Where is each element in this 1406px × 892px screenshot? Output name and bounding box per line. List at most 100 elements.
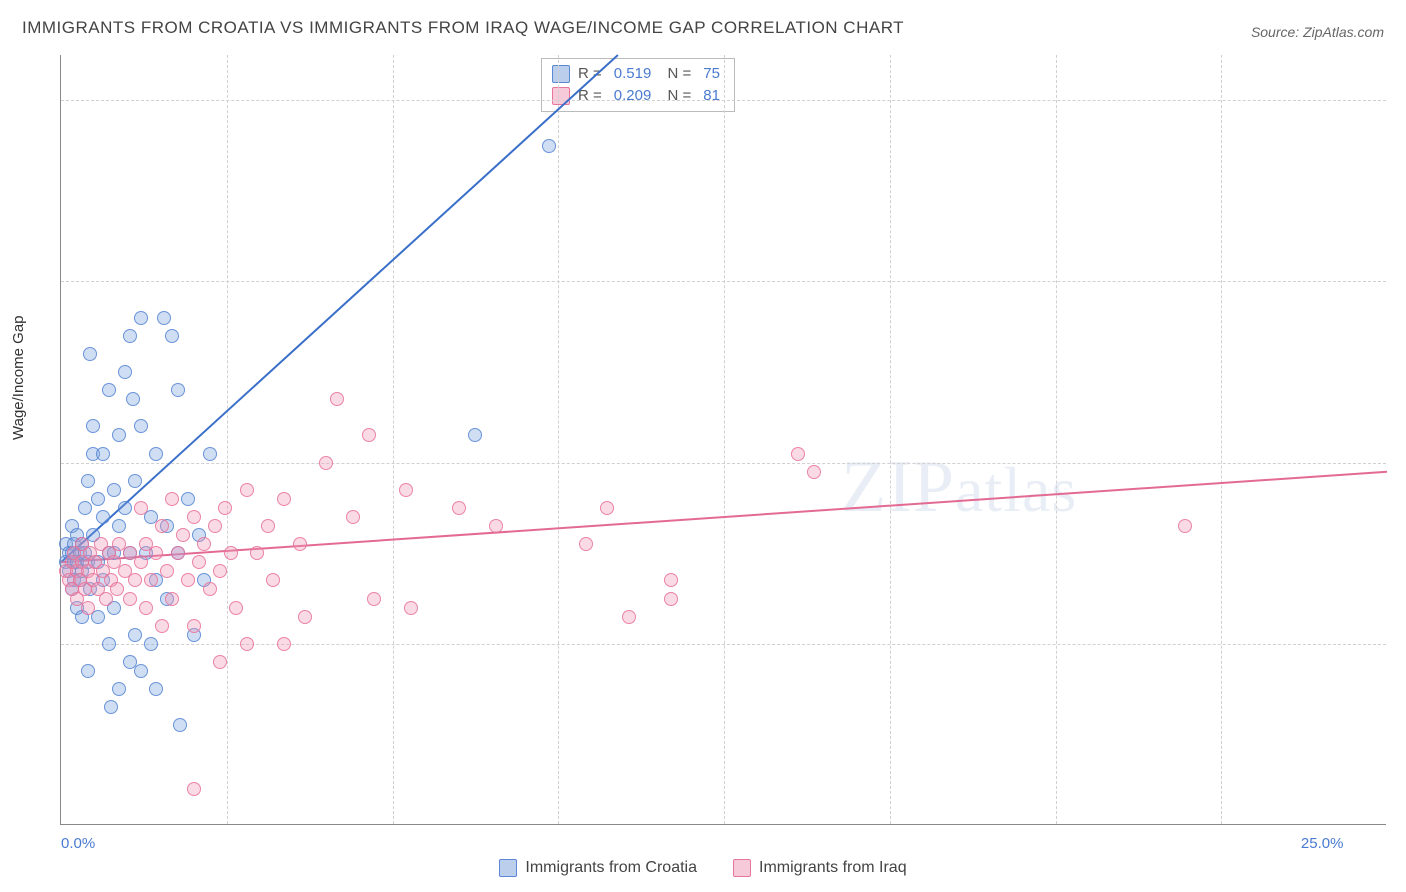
data-point [213,564,227,578]
data-point [319,456,333,470]
trend-line [61,55,618,562]
series-legend: Immigrants from Croatia Immigrants from I… [0,859,1406,882]
data-point [399,483,413,497]
data-point [149,447,163,461]
data-point [240,483,254,497]
data-point [78,501,92,515]
data-point [157,311,171,325]
data-point [346,510,360,524]
data-point [622,610,636,624]
data-point [266,573,280,587]
trend-lines [61,55,1387,825]
data-point [96,510,110,524]
data-point [128,573,142,587]
data-point [110,582,124,596]
data-point [91,492,105,506]
data-point [362,428,376,442]
data-point [134,664,148,678]
data-point [118,501,132,515]
data-point [367,592,381,606]
data-point [218,501,232,515]
data-point [197,537,211,551]
data-point [128,474,142,488]
legend-item: Immigrants from Croatia [499,859,697,877]
y-tick-label: 40.0% [1396,454,1406,471]
data-point [229,601,243,615]
legend-swatch [499,859,517,877]
data-point [176,528,190,542]
data-point [173,718,187,732]
legend-label: Immigrants from Iraq [759,859,907,877]
y-axis-label: Wage/Income Gap [10,315,27,440]
data-point [144,637,158,651]
data-point [224,546,238,560]
data-point [139,601,153,615]
data-point [171,383,185,397]
data-point [155,619,169,633]
data-point [107,483,121,497]
data-point [181,492,195,506]
data-point [181,573,195,587]
data-point [128,628,142,642]
legend-swatch [733,859,751,877]
data-point [298,610,312,624]
data-point [1178,519,1192,533]
legend-label: Immigrants from Croatia [525,859,697,877]
data-point [102,383,116,397]
data-point [81,664,95,678]
data-point [123,592,137,606]
data-point [213,655,227,669]
data-point [277,637,291,651]
data-point [203,582,217,596]
data-point [123,655,137,669]
data-point [83,347,97,361]
data-point [664,573,678,587]
data-point [160,564,174,578]
y-tick-label: 80.0% [1396,92,1406,109]
plot-area: ZIPatlas R =0.519 N =75R =0.209 N =81 20… [60,55,1386,825]
data-point [468,428,482,442]
data-point [404,601,418,615]
data-point [240,637,254,651]
data-point [187,782,201,796]
data-point [112,519,126,533]
data-point [791,447,805,461]
data-point [171,546,185,560]
data-point [489,519,503,533]
data-point [112,428,126,442]
data-point [81,474,95,488]
x-tick-label: 25.0% [1301,835,1344,852]
data-point [112,682,126,696]
data-point [118,365,132,379]
data-point [579,537,593,551]
data-point [102,637,116,651]
data-point [664,592,678,606]
data-point [208,519,222,533]
data-point [155,519,169,533]
data-point [542,139,556,153]
data-point [96,447,110,461]
data-point [452,501,466,515]
y-tick-label: 60.0% [1396,273,1406,290]
data-point [134,555,148,569]
data-point [91,610,105,624]
x-tick-label: 0.0% [61,835,95,852]
data-point [134,501,148,515]
chart-title: IMMIGRANTS FROM CROATIA VS IMMIGRANTS FR… [22,18,904,38]
data-point [104,700,118,714]
data-point [134,419,148,433]
data-point [277,492,291,506]
legend-item: Immigrants from Iraq [733,859,907,877]
data-point [192,555,206,569]
data-point [149,682,163,696]
data-point [261,519,275,533]
data-point [126,392,140,406]
data-point [250,546,264,560]
data-point [165,329,179,343]
data-point [123,329,137,343]
data-point [293,537,307,551]
data-point [165,492,179,506]
data-point [187,510,201,524]
source-attribution: Source: ZipAtlas.com [1251,24,1384,40]
data-point [81,601,95,615]
